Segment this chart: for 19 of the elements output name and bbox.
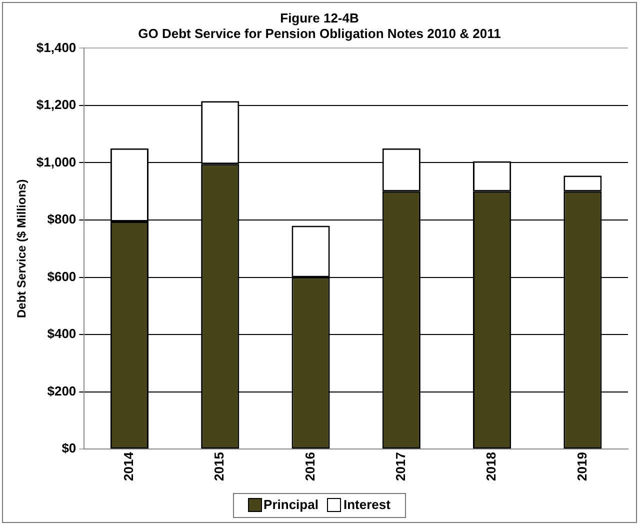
legend-label: Principal <box>264 497 318 512</box>
x-tick-label: 2017 <box>392 452 408 481</box>
y-axis-title: Debt Service ($ Millions) <box>14 179 29 318</box>
y-tick-label: $1,400 <box>36 40 76 55</box>
x-tick-label: 2018 <box>484 452 499 481</box>
legend-label: Interest <box>343 497 390 512</box>
y-tick-label: $200 <box>47 383 76 398</box>
y-tick-label: $600 <box>47 268 76 284</box>
y-tick-label: $0 <box>62 440 76 456</box>
text: GO Debt Service for Pension Obligation Notes 2010 & 2011 <box>138 26 501 41</box>
y-tick-label: $1,200 <box>36 97 76 112</box>
text: Figure 12-4B <box>280 10 359 26</box>
x-tick-label: 2016 <box>302 452 318 481</box>
x-tick-label: 2019 <box>574 452 590 481</box>
y-tick-label: $800 <box>47 212 76 227</box>
y-tick-label: $1,000 <box>36 154 76 170</box>
x-tick-label: 2015 <box>212 452 227 481</box>
x-tick-label: 2014 <box>121 451 136 481</box>
y-tick-label: $400 <box>47 326 76 342</box>
